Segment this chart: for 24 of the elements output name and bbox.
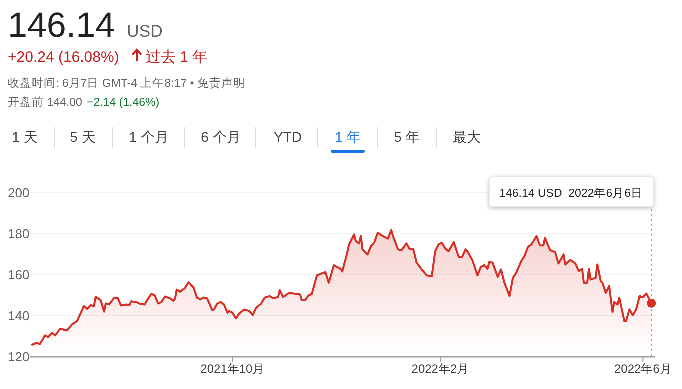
y-tick-label: 160 <box>8 268 30 282</box>
text: 1 天 <box>12 129 38 145</box>
text: YTD <box>274 129 302 145</box>
text: 过去 1 年 <box>146 49 208 66</box>
text: 5 天 <box>70 129 96 145</box>
text: 1 年 <box>335 129 361 145</box>
text: 6 个月 <box>201 129 241 145</box>
text: 1 个月 <box>129 129 169 145</box>
annotation: 146.14 USD 2022年6月6日 <box>500 187 644 200</box>
chart-title: 146.14 <box>8 6 116 45</box>
y-tick-label: 180 <box>8 226 30 242</box>
y-tick-label: 200 <box>8 186 30 200</box>
x-tick-label: 2022年2月 <box>412 362 470 376</box>
text: 收盘时间: 6月7日 GMT-4 上午8:17 • 免责声明 <box>8 77 246 90</box>
x-tick-label: 2022年6月 <box>614 362 672 376</box>
text: 开盘前 144.00 <box>8 96 82 109</box>
y-tick-label: 140 <box>8 308 30 324</box>
x-tick-label: 2021年10月 <box>200 362 265 376</box>
text: 最大 <box>453 129 481 145</box>
text: 5 年 <box>394 129 420 145</box>
text: −2.14 (1.46%) <box>87 97 160 109</box>
text: +20.24 (16.08%) <box>8 49 120 66</box>
chart-subtitle: USD <box>127 22 163 41</box>
y-tick-label: 120 <box>8 350 30 364</box>
